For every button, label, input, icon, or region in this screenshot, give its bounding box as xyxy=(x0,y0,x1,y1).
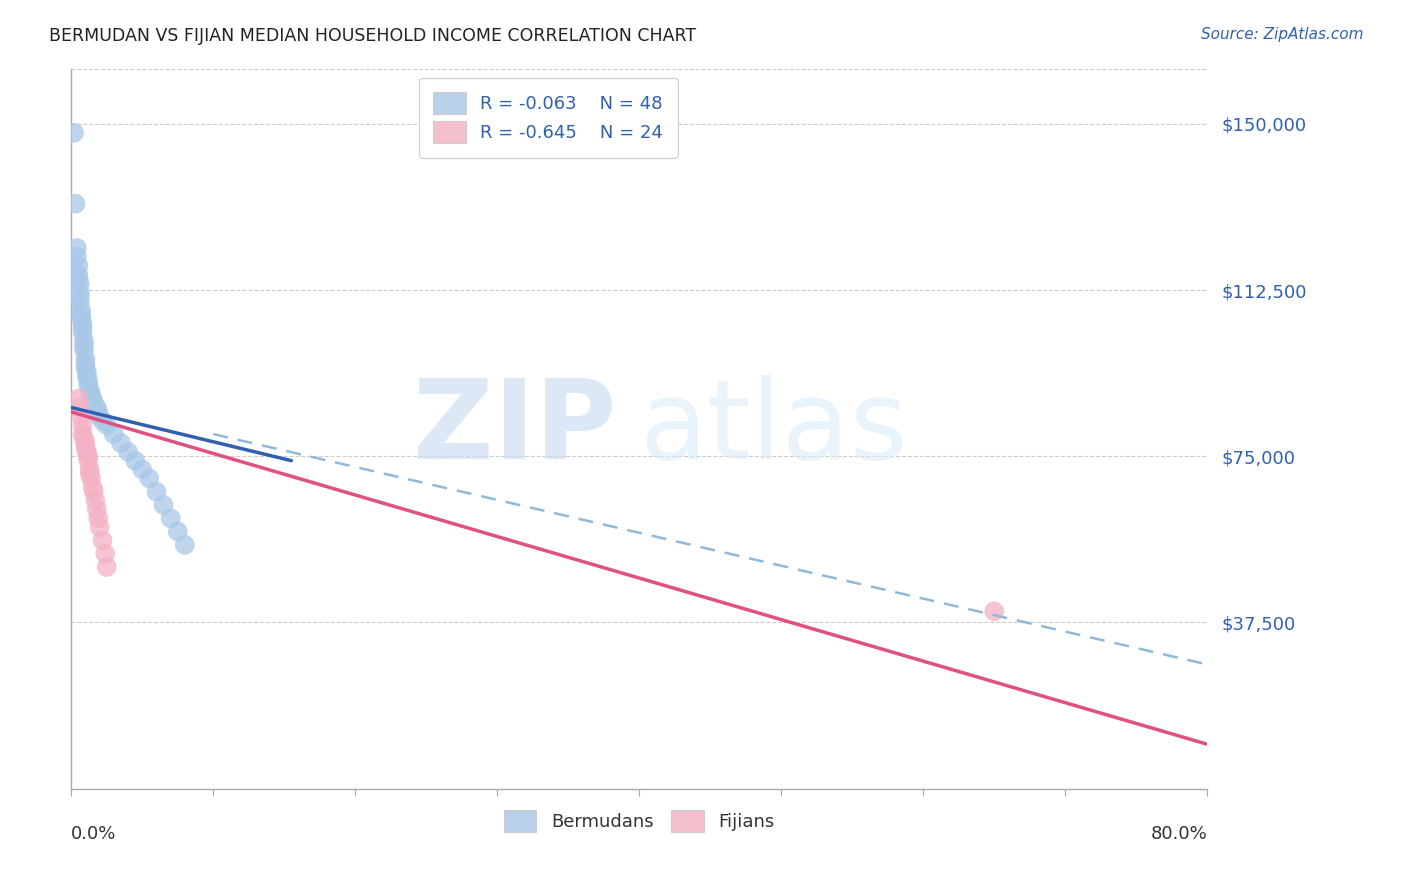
Point xyxy=(84,493,107,508)
Point xyxy=(76,365,98,379)
Point xyxy=(70,409,93,424)
Point xyxy=(67,259,90,273)
Point xyxy=(83,484,105,499)
Point xyxy=(69,294,91,309)
Point xyxy=(86,502,108,516)
Point xyxy=(79,462,101,476)
Point xyxy=(96,418,118,433)
Point xyxy=(124,453,146,467)
Point xyxy=(80,387,103,401)
Point xyxy=(72,427,94,442)
Point xyxy=(63,126,86,140)
Point xyxy=(159,511,181,525)
Text: Source: ZipAtlas.com: Source: ZipAtlas.com xyxy=(1201,27,1364,42)
Point xyxy=(75,441,97,455)
Point xyxy=(87,405,110,419)
Point xyxy=(82,480,104,494)
Point xyxy=(66,241,89,255)
Point xyxy=(75,356,97,370)
Point xyxy=(72,320,94,334)
Point xyxy=(166,524,188,539)
Point xyxy=(67,268,90,282)
Point xyxy=(72,325,94,339)
Legend: Bermudans, Fijians: Bermudans, Fijians xyxy=(491,797,787,845)
Point xyxy=(75,351,97,366)
Point xyxy=(69,290,91,304)
Point xyxy=(73,432,96,446)
Point xyxy=(79,467,101,481)
Point xyxy=(117,444,139,458)
Point xyxy=(86,401,108,415)
Point xyxy=(94,547,117,561)
Point xyxy=(72,418,94,433)
Point xyxy=(87,511,110,525)
Point xyxy=(73,338,96,352)
Point xyxy=(138,471,160,485)
Point xyxy=(91,414,114,428)
Point xyxy=(69,285,91,300)
Point xyxy=(983,604,1005,618)
Point xyxy=(75,360,97,375)
Point xyxy=(73,343,96,357)
Point xyxy=(77,374,100,388)
Point xyxy=(67,392,90,406)
Point xyxy=(83,396,105,410)
Point xyxy=(79,383,101,397)
Text: ZIP: ZIP xyxy=(413,375,616,482)
Point xyxy=(70,311,93,326)
Point xyxy=(80,471,103,485)
Point xyxy=(65,196,87,211)
Point xyxy=(70,303,93,318)
Point xyxy=(73,334,96,348)
Point xyxy=(152,498,174,512)
Point xyxy=(77,449,100,463)
Point xyxy=(110,436,132,450)
Point xyxy=(89,409,111,424)
Point xyxy=(173,538,195,552)
Point xyxy=(76,369,98,384)
Point xyxy=(96,560,118,574)
Point xyxy=(69,401,91,415)
Point xyxy=(72,316,94,330)
Point xyxy=(66,250,89,264)
Point xyxy=(76,444,98,458)
Point xyxy=(77,453,100,467)
Text: 0.0%: 0.0% xyxy=(72,824,117,843)
Point xyxy=(77,378,100,392)
Point xyxy=(89,520,111,534)
Point xyxy=(82,392,104,406)
Text: BERMUDAN VS FIJIAN MEDIAN HOUSEHOLD INCOME CORRELATION CHART: BERMUDAN VS FIJIAN MEDIAN HOUSEHOLD INCO… xyxy=(49,27,696,45)
Point xyxy=(131,462,153,476)
Text: atlas: atlas xyxy=(640,375,908,482)
Point xyxy=(145,484,167,499)
Point xyxy=(70,308,93,322)
Point xyxy=(69,277,91,291)
Point xyxy=(75,436,97,450)
Point xyxy=(67,272,90,286)
Point xyxy=(103,427,125,442)
Point xyxy=(91,533,114,548)
Text: 80.0%: 80.0% xyxy=(1150,824,1208,843)
